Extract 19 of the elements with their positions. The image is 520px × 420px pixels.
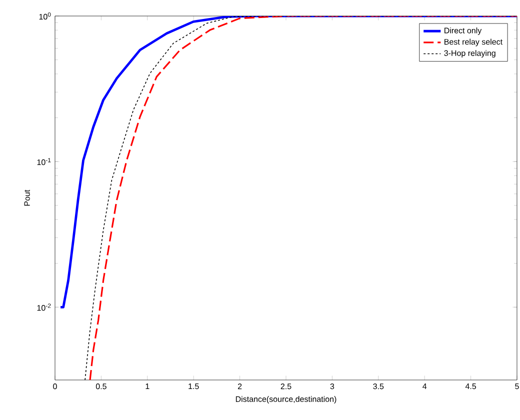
x-tick-label: 2.5 — [280, 384, 292, 390]
legend-label: 3-Hop relaying — [444, 50, 496, 58]
x-tick-label: 4 — [422, 384, 427, 390]
x-tick-label: 2 — [238, 384, 242, 390]
x-tick-label: 3.5 — [373, 384, 384, 390]
y-tick-label: 10$^{-1}$ — [37, 158, 51, 166]
legend-label: Direct only — [444, 27, 482, 35]
y-axis-title: Pout — [24, 190, 30, 206]
y-tick-label: 10$^{0}$ — [39, 12, 51, 20]
x-tick-label: 0 — [53, 384, 57, 390]
y-tick-label: 10$^{-2}$ — [37, 304, 51, 311]
x-tick-label: 5 — [515, 384, 519, 390]
x-tick-label: 0.5 — [96, 384, 106, 390]
x-axis-title: Distance(source,destination) — [236, 396, 336, 404]
x-tick-label: 3 — [330, 384, 334, 390]
x-tick-label: 1.5 — [188, 384, 199, 390]
legend-label: Best relay select — [444, 38, 502, 46]
x-tick-label: 1 — [146, 384, 150, 390]
x-tick-label: 4.5 — [465, 384, 476, 390]
